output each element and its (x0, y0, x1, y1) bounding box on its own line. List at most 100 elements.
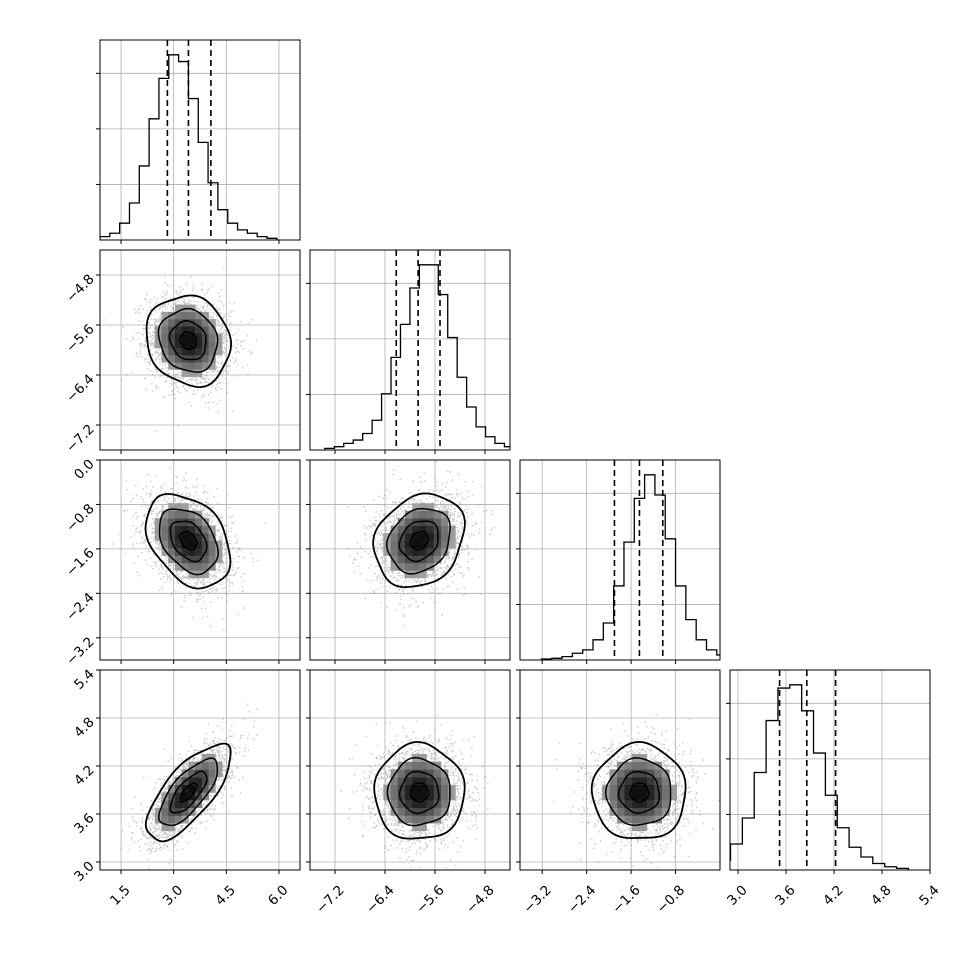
density-cell (181, 533, 189, 541)
density-cell (161, 540, 169, 549)
density-cell (195, 326, 203, 334)
x-tick-label-1-3: −4.8 (463, 882, 497, 916)
density-cell (195, 777, 203, 786)
density-cell (426, 562, 435, 571)
density-cell (154, 807, 162, 816)
scatter-points (103, 268, 258, 432)
density-cell (631, 777, 640, 786)
contour-2 (158, 508, 219, 576)
density-cell (440, 525, 449, 534)
x-tick-label-2-2: −1.6 (609, 882, 643, 916)
density-cell (412, 800, 420, 809)
density-cell (383, 533, 391, 541)
density-cell (448, 533, 456, 541)
density-cell (174, 355, 182, 363)
density-cell (181, 807, 189, 816)
density-cell (174, 304, 182, 313)
density-cell (208, 769, 216, 778)
density-cell (426, 761, 435, 770)
density-cell (195, 562, 203, 571)
density-cell (412, 769, 420, 778)
density-cell (404, 792, 413, 801)
density-cell (440, 807, 449, 816)
density-cell (174, 540, 182, 549)
y-tick-label-1-2: −5.6 (63, 321, 97, 355)
y-tick-label-1-1: −6.4 (63, 371, 97, 405)
density-cell (390, 784, 399, 793)
density-cell (195, 540, 203, 549)
density-cell (188, 333, 196, 341)
density-cell (433, 510, 442, 519)
density-cell (188, 540, 196, 549)
density-cell (174, 319, 182, 327)
density-cell (195, 761, 203, 770)
density-cell (201, 784, 209, 793)
density-cell (631, 807, 640, 816)
density-cell (168, 518, 176, 526)
density-cell (397, 815, 406, 824)
density-cell (412, 555, 420, 564)
density-cell (419, 777, 427, 786)
density-cell (397, 792, 406, 801)
density-cell (419, 503, 427, 511)
density-cell (215, 548, 223, 556)
density-cell (617, 792, 625, 801)
density-cell (419, 570, 427, 579)
density-cell (390, 525, 399, 534)
density-cell (397, 540, 406, 549)
contour-1 (398, 520, 439, 563)
density-cell (188, 777, 196, 786)
density-cell (412, 761, 420, 770)
density-cell (208, 562, 216, 571)
density-cell (188, 562, 196, 571)
density-cell (188, 362, 196, 370)
density-cell (654, 807, 663, 816)
panel-frame (309, 249, 511, 451)
panel-3-3 (726, 669, 931, 874)
density-cell (161, 510, 169, 519)
density-cell (215, 347, 223, 356)
density-cell (661, 769, 670, 778)
density-cell (215, 769, 223, 778)
panel-frame (309, 459, 511, 661)
density-cell (188, 555, 196, 564)
density-cell (154, 525, 162, 534)
x-tick-label-1-2: −5.6 (413, 882, 447, 916)
density-cell (188, 548, 196, 556)
density-cell (404, 800, 413, 809)
density-cell (654, 800, 663, 809)
density-cell (646, 769, 655, 778)
density-cell (390, 800, 399, 809)
density-cell (412, 510, 420, 519)
x-tick-label-2-0: −3.2 (520, 882, 554, 916)
density-cell (188, 304, 196, 313)
density-cell (426, 555, 435, 564)
density-cell (419, 784, 427, 793)
x-tick-label-1-1: −6.4 (363, 882, 397, 916)
density-cell (201, 311, 209, 320)
density-cell (181, 525, 189, 534)
y-tick-label-1-3: −4.8 (63, 271, 97, 305)
density-cell (174, 815, 182, 824)
density-cell (208, 340, 216, 349)
contour-3 (372, 492, 466, 589)
density-cell (617, 769, 625, 778)
density-cell (609, 784, 618, 793)
density-cell (195, 518, 203, 526)
density-cell (168, 319, 176, 327)
density-cell (639, 761, 648, 770)
density-cell (188, 347, 196, 356)
contour-1 (617, 770, 661, 814)
density-cell (168, 503, 176, 511)
density-cell (404, 525, 413, 534)
density-cell (440, 540, 449, 549)
density-cell (646, 815, 655, 824)
density-cell (426, 510, 435, 519)
density-cell (154, 340, 162, 349)
density-cell (412, 792, 420, 801)
x-tick-label-1-0: −7.2 (313, 882, 347, 916)
density-cell (631, 792, 640, 801)
histogram (540, 474, 720, 660)
density-cell (181, 540, 189, 549)
density-cell (412, 784, 420, 793)
